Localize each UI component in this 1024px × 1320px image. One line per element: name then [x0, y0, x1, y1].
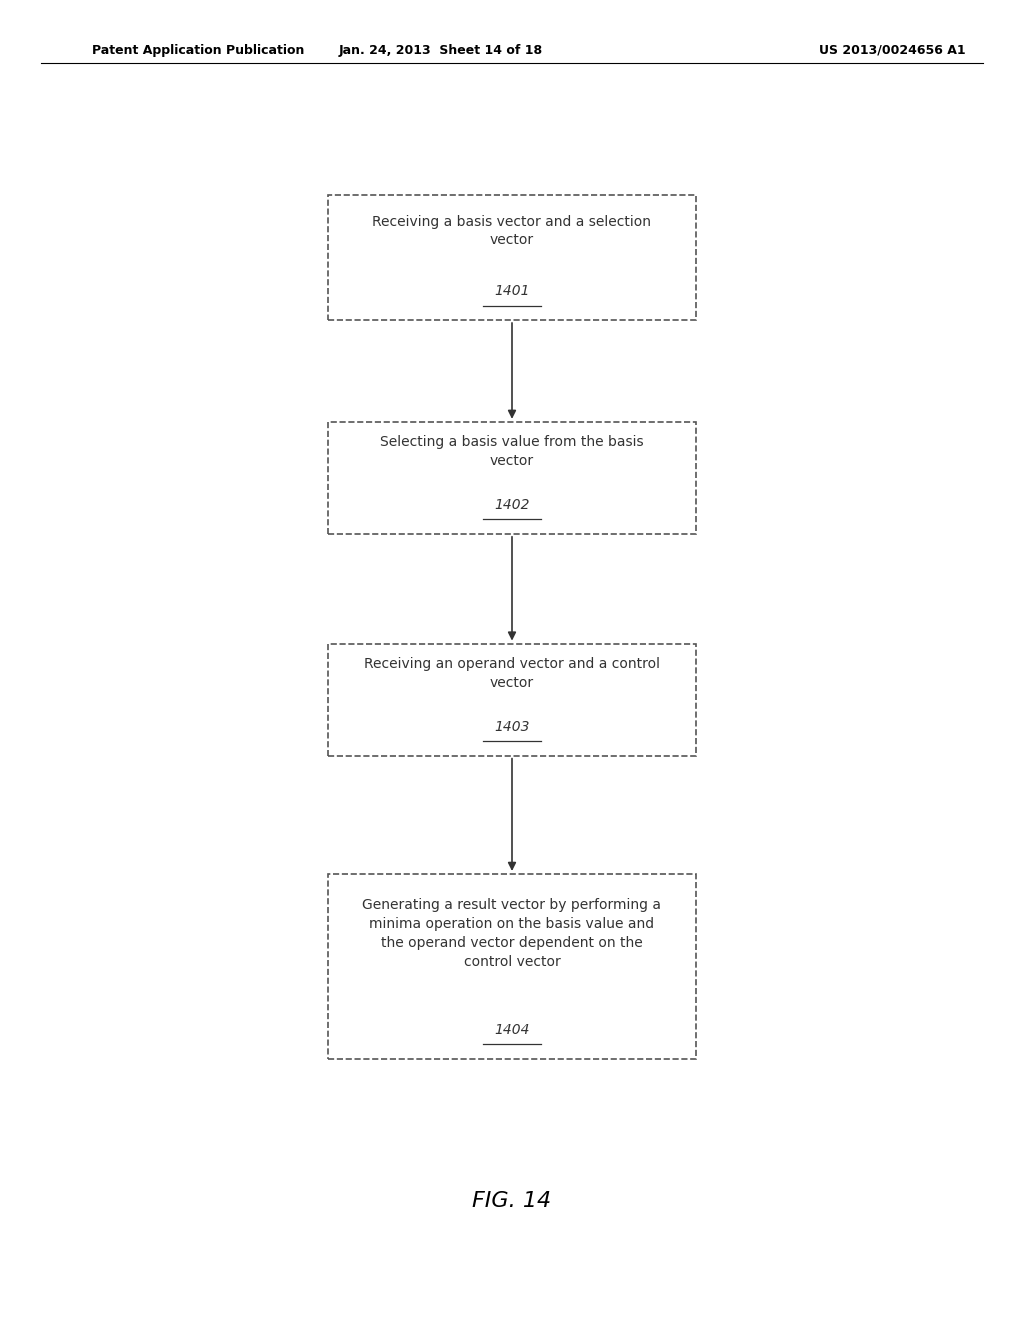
Text: 1402: 1402 — [495, 498, 529, 512]
Text: 1401: 1401 — [495, 284, 529, 298]
Text: Jan. 24, 2013  Sheet 14 of 18: Jan. 24, 2013 Sheet 14 of 18 — [338, 44, 543, 57]
Text: Generating a result vector by performing a
minima operation on the basis value a: Generating a result vector by performing… — [362, 898, 662, 969]
Text: FIG. 14: FIG. 14 — [472, 1191, 552, 1212]
Text: Patent Application Publication: Patent Application Publication — [92, 44, 304, 57]
FancyBboxPatch shape — [328, 874, 696, 1059]
FancyBboxPatch shape — [328, 195, 696, 319]
FancyBboxPatch shape — [328, 644, 696, 755]
FancyBboxPatch shape — [328, 422, 696, 533]
Text: Receiving a basis vector and a selection
vector: Receiving a basis vector and a selection… — [373, 215, 651, 247]
Text: Receiving an operand vector and a control
vector: Receiving an operand vector and a contro… — [364, 657, 660, 689]
Text: 1403: 1403 — [495, 719, 529, 734]
Text: 1404: 1404 — [495, 1023, 529, 1036]
Text: Selecting a basis value from the basis
vector: Selecting a basis value from the basis v… — [380, 436, 644, 467]
Text: US 2013/0024656 A1: US 2013/0024656 A1 — [819, 44, 966, 57]
